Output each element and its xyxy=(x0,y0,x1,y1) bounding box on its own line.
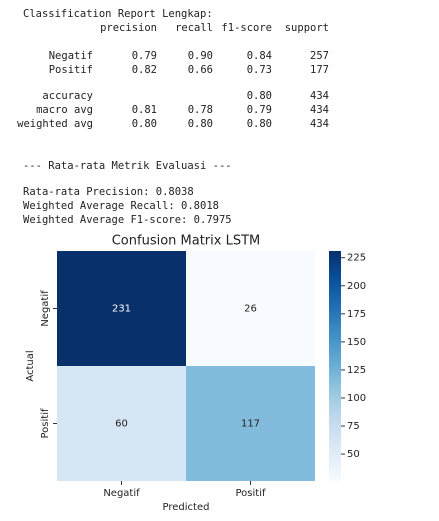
heatmap-cell xyxy=(57,366,186,481)
colorbar-tick-label: 125 xyxy=(347,365,366,376)
y-tick-label: Negatif xyxy=(40,290,51,327)
section-title: --- Rata-rata Metrik Evaluasi --- xyxy=(23,160,232,172)
cell-label: 26 xyxy=(244,304,257,315)
report-cell: 0.80 xyxy=(247,90,272,102)
report-cell: 0.84 xyxy=(247,50,272,62)
y-axis-label: Actual xyxy=(25,350,36,381)
colorbar-tick-label: 175 xyxy=(347,309,366,320)
report-row-label: weighted avg xyxy=(17,118,93,130)
heatmap-cell xyxy=(57,251,186,366)
report-cell: 434 xyxy=(310,90,329,102)
heatmap-cell xyxy=(186,251,315,366)
report-cell: 0.73 xyxy=(247,64,272,76)
x-tick-label: Positif xyxy=(236,488,266,499)
colorbar xyxy=(329,251,341,481)
heatmap-cell xyxy=(186,366,315,481)
x-axis-label: Predicted xyxy=(163,502,210,513)
report-cell: 0.66 xyxy=(188,64,213,76)
colorbar-tick-label: 225 xyxy=(347,253,366,264)
report-row-label: Positif xyxy=(49,64,93,76)
report-cell: 257 xyxy=(310,50,329,62)
chart-title: Confusion Matrix LSTM xyxy=(112,234,261,249)
report-header: f1-score xyxy=(221,22,272,34)
report-cell: 0.78 xyxy=(188,104,213,116)
metric-line: Weighted Average F1-score: 0.7975 xyxy=(23,214,232,226)
report-row-label: Negatif xyxy=(49,50,93,62)
report-cell: 0.90 xyxy=(188,50,213,62)
cell-label: 231 xyxy=(112,304,131,315)
report-cell: 0.80 xyxy=(188,118,213,130)
report-header: precision xyxy=(100,22,157,34)
report-cell: 177 xyxy=(310,64,329,76)
report-row-label: accuracy xyxy=(42,90,93,102)
report-header: support xyxy=(285,22,329,34)
colorbar-tick-label: 150 xyxy=(347,337,366,348)
report-cell: 434 xyxy=(310,104,329,116)
colorbar-tick-label: 75 xyxy=(347,421,360,432)
metric-line: Rata-rata Precision: 0.8038 xyxy=(23,186,194,198)
report-cell: 0.79 xyxy=(247,104,272,116)
x-tick-label: Negatif xyxy=(103,488,140,499)
colorbar-tick-label: 50 xyxy=(347,449,360,460)
cell-label: 60 xyxy=(115,419,128,430)
report-cell: 0.80 xyxy=(247,118,272,130)
y-tick-label: Positif xyxy=(40,408,51,438)
report-cell: 434 xyxy=(310,118,329,130)
report-title: Classification Report Lengkap: xyxy=(23,8,213,20)
cell-label: 117 xyxy=(241,419,260,430)
colorbar-tick-label: 200 xyxy=(347,281,366,292)
metric-line: Weighted Average Recall: 0.8018 xyxy=(23,200,219,212)
report-cell: 0.82 xyxy=(132,64,157,76)
report-cell: 0.81 xyxy=(132,104,157,116)
report-row-label: macro avg xyxy=(36,104,93,116)
report-header: recall xyxy=(175,22,213,34)
report-cell: 0.80 xyxy=(132,118,157,130)
report-cell: 0.79 xyxy=(132,50,157,62)
colorbar-tick-label: 100 xyxy=(347,393,366,404)
